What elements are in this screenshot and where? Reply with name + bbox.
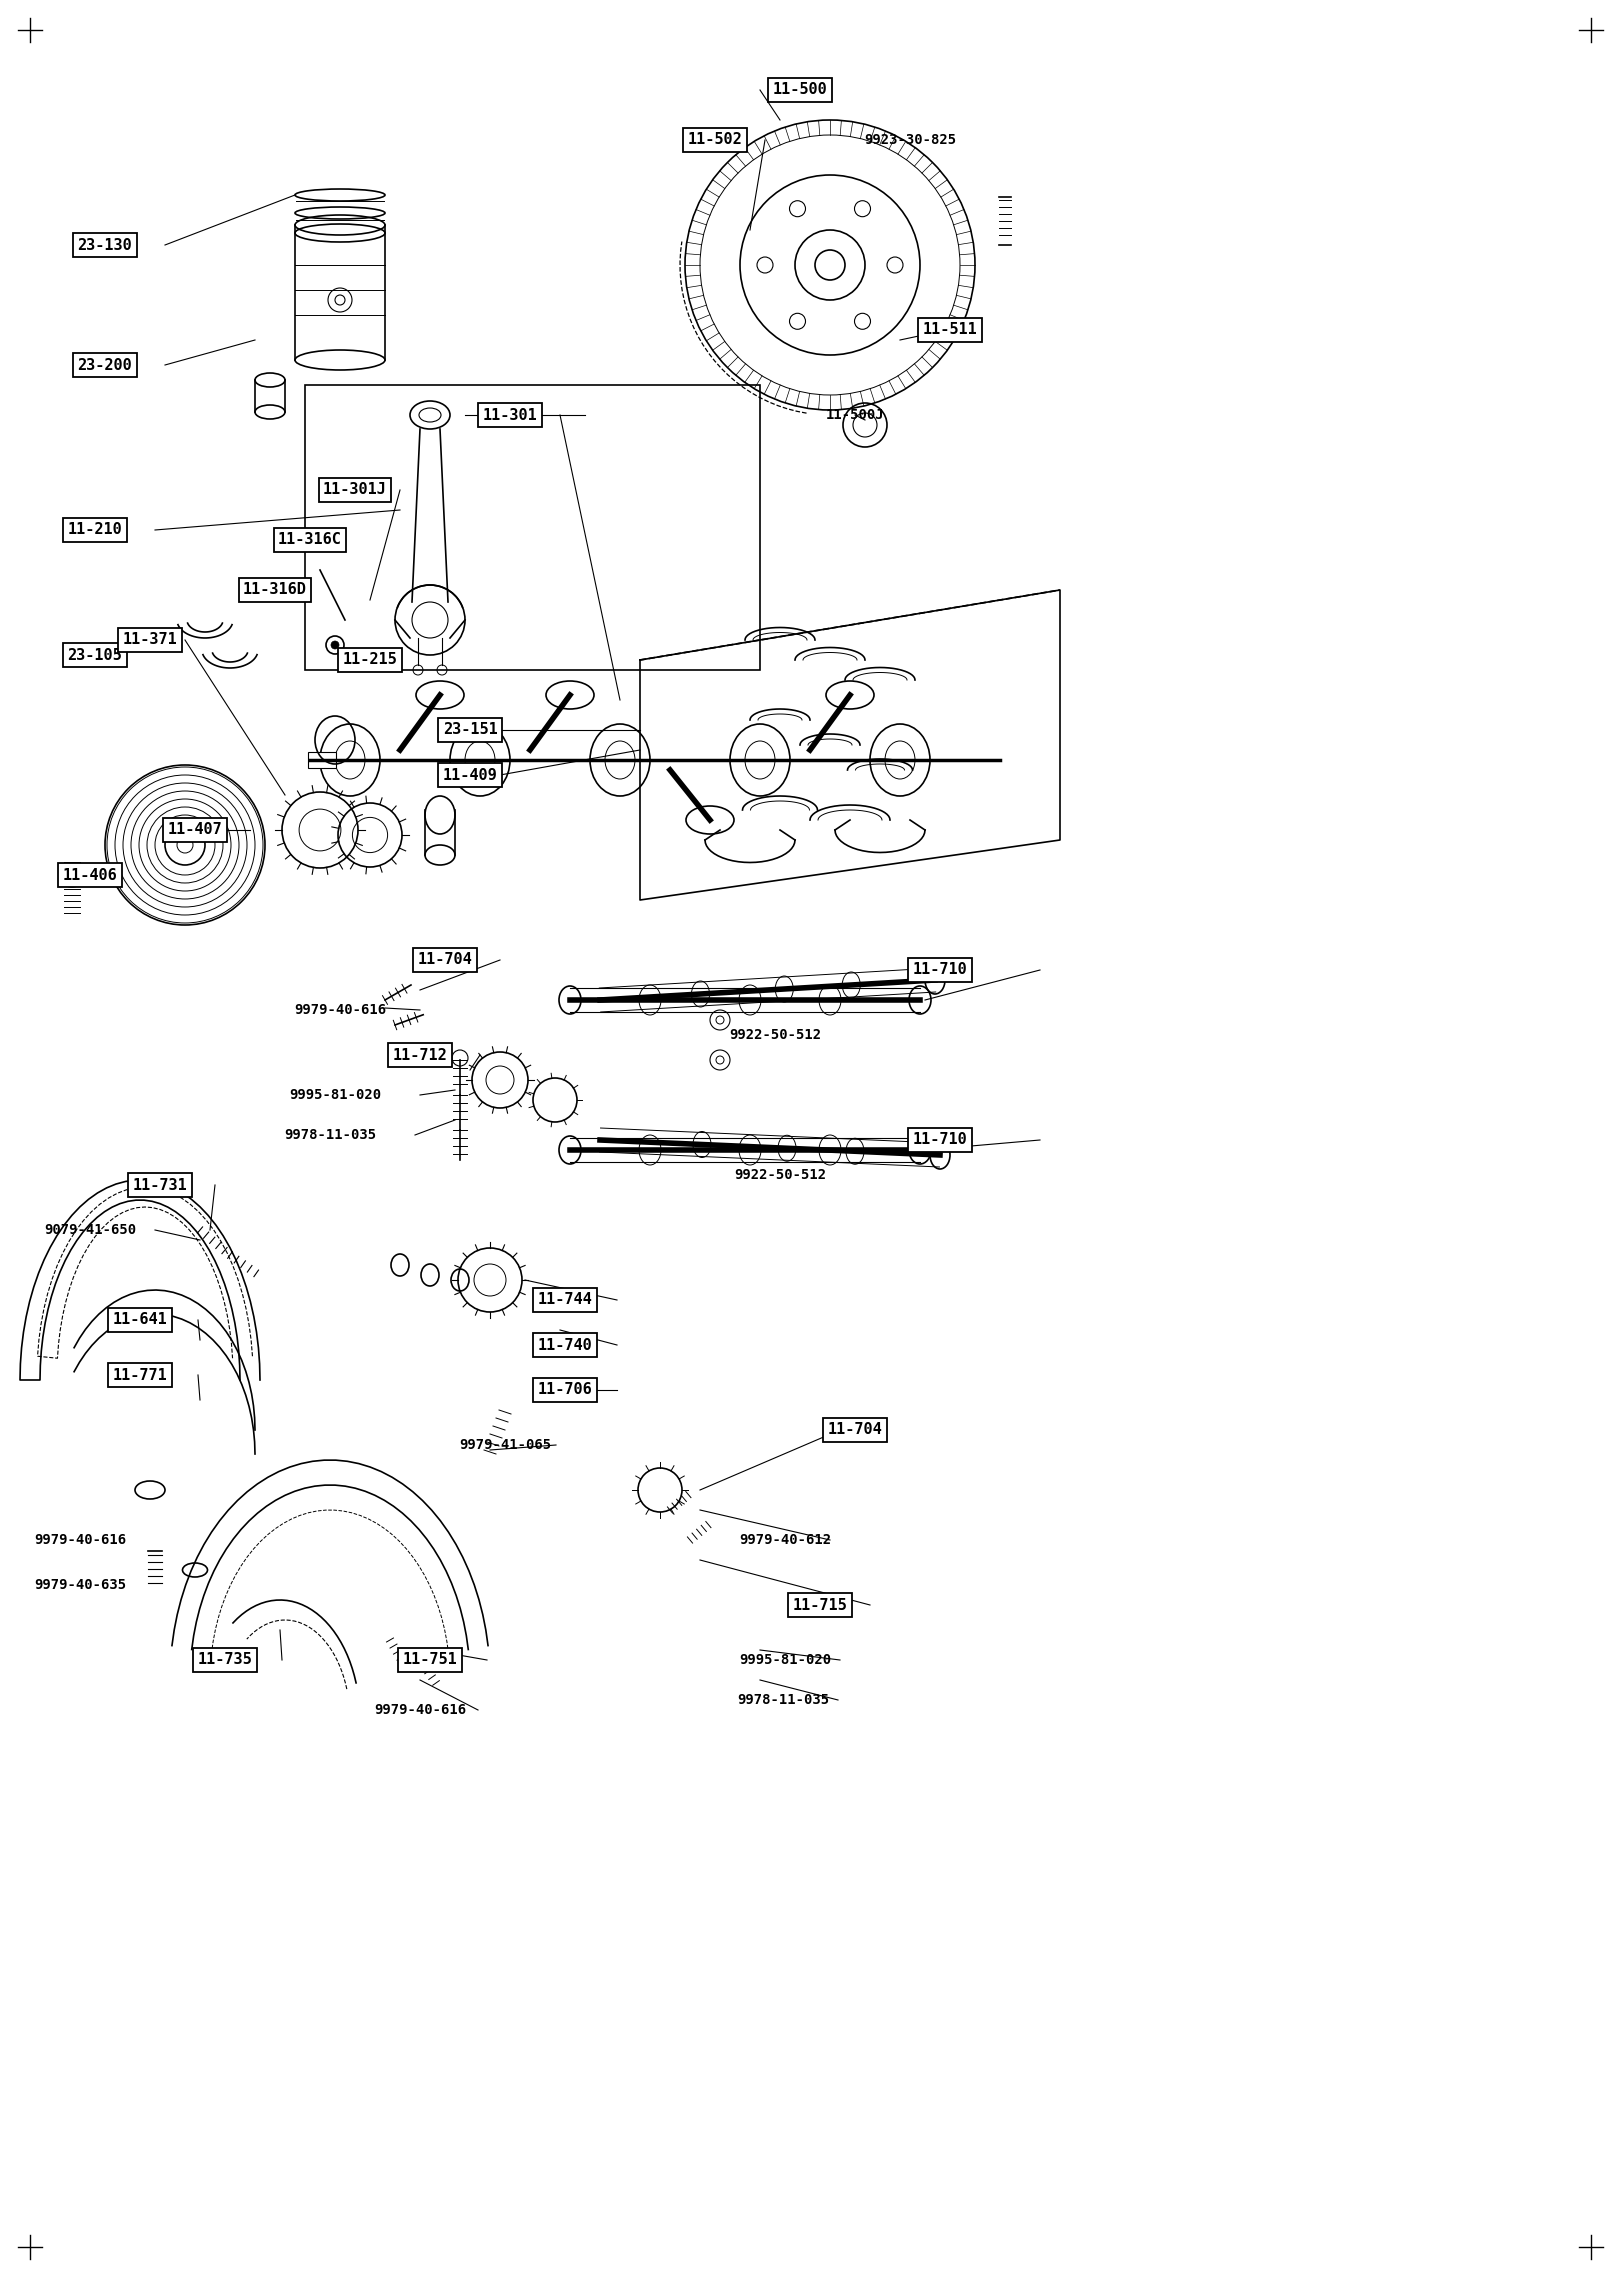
Text: 11-706: 11-706 (538, 1382, 592, 1398)
Text: 11-215: 11-215 (342, 653, 397, 667)
Text: 11-712: 11-712 (392, 1047, 447, 1063)
Bar (305, 385, 760, 669)
Text: 11-704: 11-704 (828, 1423, 882, 1437)
Text: 9979-40-616: 9979-40-616 (293, 1002, 386, 1018)
Text: 9979-40-616: 9979-40-616 (374, 1703, 467, 1717)
Circle shape (331, 642, 339, 649)
Text: 9079-41-650: 9079-41-650 (44, 1223, 136, 1236)
Text: 9922-50-512: 9922-50-512 (734, 1168, 827, 1182)
Text: 11-710: 11-710 (913, 963, 968, 977)
Text: 9978-11-035: 9978-11-035 (738, 1694, 828, 1708)
Bar (308, 751, 336, 767)
Text: 11-641: 11-641 (112, 1312, 167, 1327)
Text: 23-105: 23-105 (68, 647, 122, 663)
Text: 11-511: 11-511 (922, 323, 977, 337)
Text: 9922-50-512: 9922-50-512 (729, 1027, 822, 1043)
Text: 11-316C: 11-316C (279, 533, 342, 546)
Text: 9979-40-612: 9979-40-612 (739, 1532, 832, 1546)
Text: 11-210: 11-210 (68, 521, 122, 537)
Text: 11-740: 11-740 (538, 1337, 592, 1353)
Text: 23-200: 23-200 (78, 357, 133, 373)
Text: 9978-11-035: 9978-11-035 (284, 1127, 376, 1143)
Text: 11-735: 11-735 (198, 1653, 253, 1667)
Text: 9995-81-020: 9995-81-020 (739, 1653, 832, 1667)
Text: 11-771: 11-771 (112, 1368, 167, 1382)
Text: 11-704: 11-704 (418, 952, 472, 968)
Text: 11-500J: 11-500J (825, 408, 885, 421)
Text: 9979-41-065: 9979-41-065 (459, 1439, 551, 1453)
Text: 11-731: 11-731 (133, 1177, 188, 1193)
Text: 11-301J: 11-301J (323, 483, 387, 496)
Text: 11-751: 11-751 (402, 1653, 457, 1667)
Text: 9995-81-020: 9995-81-020 (289, 1088, 381, 1102)
Text: 11-371: 11-371 (123, 633, 177, 647)
Text: 11-715: 11-715 (793, 1598, 848, 1612)
Text: 11-744: 11-744 (538, 1293, 592, 1307)
Text: 11-406: 11-406 (63, 868, 117, 883)
Text: 11-301: 11-301 (483, 408, 538, 424)
Text: 9979-40-616: 9979-40-616 (34, 1532, 126, 1546)
Text: 23-130: 23-130 (78, 237, 133, 253)
Text: 11-409: 11-409 (443, 767, 498, 783)
Text: 9923-30-825: 9923-30-825 (864, 132, 956, 148)
Text: 11-407: 11-407 (167, 822, 222, 838)
Text: 11-500: 11-500 (773, 82, 827, 98)
Text: 11-502: 11-502 (687, 132, 742, 148)
Text: 11-710: 11-710 (913, 1132, 968, 1148)
Text: 9979-40-635: 9979-40-635 (34, 1578, 126, 1592)
Text: 23-151: 23-151 (443, 722, 498, 738)
Text: 11-316D: 11-316D (243, 583, 306, 597)
